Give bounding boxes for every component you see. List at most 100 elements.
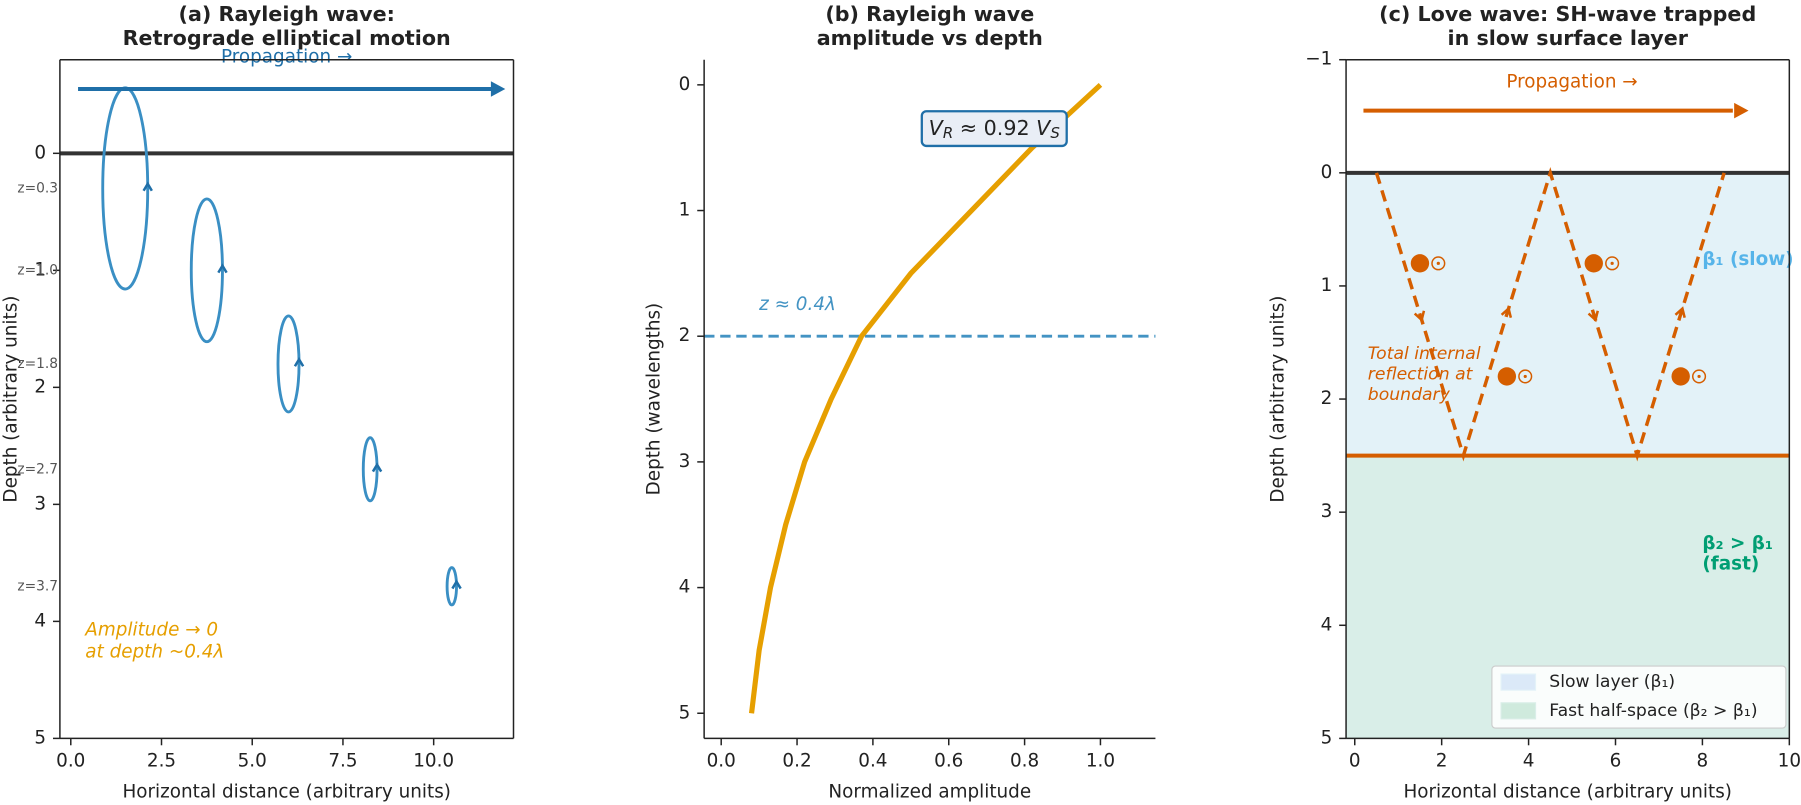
y-tick-label: 1 <box>34 259 46 280</box>
y-tick-label: 2 <box>34 376 46 397</box>
y-tick-label: 4 <box>34 610 46 631</box>
panel: (a) Rayleigh wave:Retrograde elliptical … <box>1 2 515 802</box>
y-axis-label: Depth (wavelengths) <box>644 303 665 496</box>
velocity-label-part: S <box>1050 123 1059 141</box>
particle-orbit <box>276 314 301 414</box>
particle-orbit <box>189 197 224 344</box>
velocity-label-part: R <box>943 123 953 141</box>
out-of-plane-symbol <box>1691 369 1707 384</box>
particle <box>1410 254 1430 273</box>
depth-label: z=1.0 <box>17 262 58 278</box>
x-tick-label: 0.0 <box>56 750 85 771</box>
y-tick-label: 5 <box>1321 727 1333 748</box>
y-tick-label: 1 <box>679 200 691 221</box>
chart-title: Retrograde elliptical motion <box>123 26 451 50</box>
x-tick-label: 10 <box>1778 750 1801 771</box>
y-tick-label: 0 <box>34 142 46 163</box>
slow-layer <box>1346 172 1790 456</box>
annotation: Amplitude → 0 <box>84 620 218 641</box>
velocity-label-part: V <box>1036 116 1052 140</box>
depth-label: z=3.7 <box>17 578 58 594</box>
x-axis-label: Horizontal distance (arbitrary units) <box>122 781 450 802</box>
x-tick-label: 2.5 <box>147 750 176 771</box>
arrow-head <box>142 181 153 192</box>
y-tick-label: 3 <box>679 451 691 472</box>
particle-orbit <box>101 86 150 291</box>
y-tick-label: 3 <box>34 493 46 514</box>
x-tick-label: 1.0 <box>1086 750 1115 771</box>
x-axis-label: Normalized amplitude <box>828 781 1031 802</box>
x-tick-label: 0 <box>1349 750 1361 771</box>
y-tick-label: 0 <box>679 74 691 95</box>
annotation: Total internal <box>1368 344 1481 364</box>
y-tick-label: 4 <box>1321 614 1333 635</box>
reference-label: z ≈ 0.4λ <box>758 294 836 315</box>
arrow-head <box>451 579 462 590</box>
annotation: boundary <box>1368 385 1451 405</box>
arrow-head <box>1413 310 1426 323</box>
ray-path <box>1374 166 1726 462</box>
chart-title: (a) Rayleigh wave: <box>179 2 395 26</box>
x-tick-label: 0.6 <box>934 750 963 771</box>
chart-title: (b) Rayleigh wave <box>825 2 1034 26</box>
arrow-head <box>293 356 305 367</box>
y-tick-label: 4 <box>679 577 691 598</box>
particle <box>1584 254 1603 273</box>
legend-label: Slow layer (β₁) <box>1549 672 1675 692</box>
out-of-plane-symbol <box>1431 256 1446 271</box>
arrow-head <box>490 81 506 97</box>
chart-title: in slow surface layer <box>1447 26 1688 50</box>
depth-label: z=0.3 <box>17 180 58 196</box>
propagation-label: Propagation → <box>221 46 352 67</box>
x-tick-label: 0.0 <box>707 750 736 771</box>
layer-label: β₂ > β₁ <box>1702 533 1773 554</box>
x-tick-label: 4 <box>1523 750 1535 771</box>
particle <box>1497 367 1517 386</box>
depth-label: z=1.8 <box>17 356 58 372</box>
velocity-label: VR ≈ 0.92 VS <box>929 116 1060 141</box>
arrow-head <box>1674 306 1686 318</box>
out-of-plane-dot <box>1523 374 1527 379</box>
chart-title: (c) Love wave: SH-wave trapped <box>1379 2 1756 26</box>
arrow-head <box>1734 102 1749 119</box>
legend-swatch <box>1500 673 1537 691</box>
x-tick-label: 5.0 <box>238 750 267 771</box>
x-axis-label: Horizontal distance (arbitrary units) <box>1403 781 1731 802</box>
x-tick-label: 0.8 <box>1010 750 1039 771</box>
out-of-plane-dot <box>1610 261 1614 265</box>
y-axis-label: Depth (arbitrary units) <box>1 296 22 503</box>
annotation: reflection at <box>1368 364 1474 384</box>
particle <box>1671 367 1690 386</box>
x-tick-label: 0.4 <box>858 750 887 771</box>
arrow-head <box>217 263 228 274</box>
layer-label: β₁ (slow) <box>1702 249 1793 270</box>
x-tick-label: 8 <box>1697 750 1709 771</box>
x-tick-label: 2 <box>1436 750 1448 771</box>
x-tick-label: 10.0 <box>413 750 454 771</box>
x-tick-label: 6 <box>1610 750 1622 771</box>
y-tick-label: 2 <box>1321 388 1333 409</box>
particle-orbit <box>445 566 458 607</box>
depth-label: z=2.7 <box>17 461 58 477</box>
out-of-plane-symbol <box>1518 369 1533 384</box>
out-of-plane-symbol <box>1605 256 1620 271</box>
y-tick-label: 3 <box>1321 501 1333 522</box>
y-tick-label: 1 <box>1321 275 1333 296</box>
x-tick-label: 0.2 <box>782 750 811 771</box>
velocity-label-part: ≈ 0.92 <box>953 116 1036 140</box>
legend-swatch <box>1500 702 1537 720</box>
out-of-plane-dot <box>1697 374 1701 379</box>
y-tick-label: −1 <box>1305 49 1332 70</box>
particle-orbit <box>361 436 379 503</box>
y-axis-label: Depth (arbitrary units) <box>1267 296 1288 503</box>
legend-label: Fast half-space (β₂ > β₁) <box>1549 701 1757 721</box>
amplitude-curve <box>748 82 1103 714</box>
label-box <box>920 110 1068 148</box>
legend <box>1491 665 1787 729</box>
arrow-head <box>1587 310 1599 323</box>
out-of-plane-dot <box>1436 261 1440 265</box>
y-tick-label: 0 <box>1321 162 1333 183</box>
